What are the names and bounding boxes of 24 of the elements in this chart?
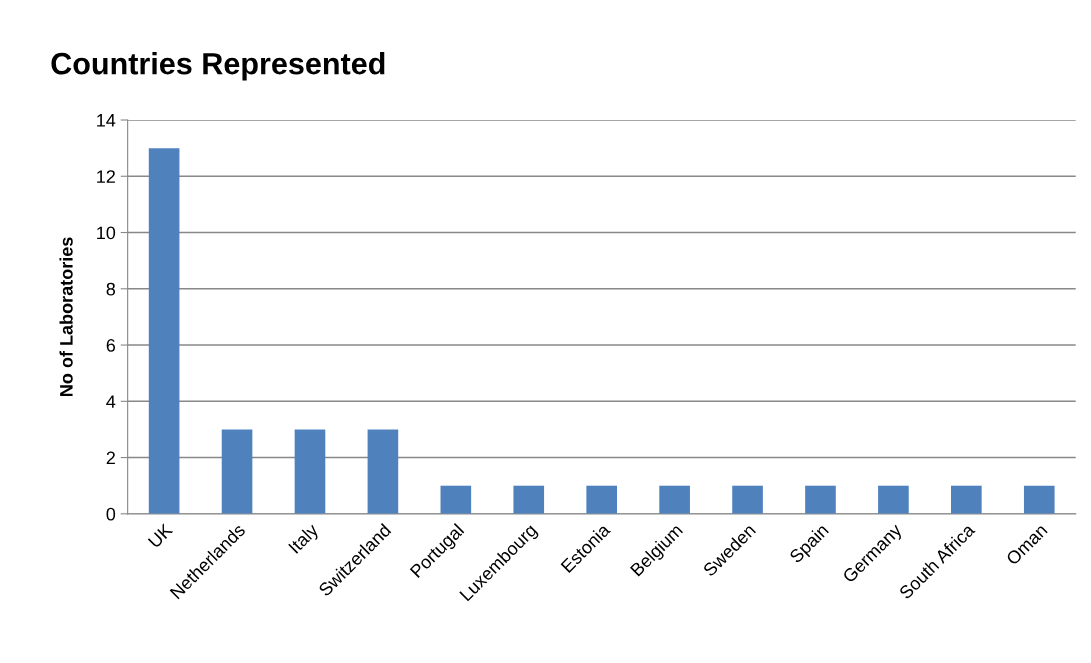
bar bbox=[294, 429, 326, 514]
bar bbox=[878, 485, 909, 514]
y-tick-label: 4 bbox=[106, 395, 116, 408]
bar bbox=[659, 485, 690, 514]
bar bbox=[148, 148, 180, 514]
bar bbox=[805, 485, 836, 514]
y-tick-label: 2 bbox=[106, 451, 115, 465]
bar bbox=[1023, 485, 1055, 514]
bar bbox=[221, 429, 253, 514]
y-tick-label: 10 bbox=[97, 226, 116, 240]
bar bbox=[367, 429, 399, 514]
bar bbox=[513, 485, 545, 514]
y-tick-label: 6 bbox=[106, 338, 116, 352]
bar bbox=[586, 485, 617, 514]
chart-title: Countries Represented bbox=[51, 52, 385, 81]
y-tick-label: 12 bbox=[97, 170, 115, 183]
x-tick-label: Italy bbox=[287, 522, 322, 557]
bar bbox=[951, 485, 982, 514]
y-tick-label: 14 bbox=[97, 114, 116, 127]
y-tick-label: 8 bbox=[106, 282, 116, 296]
bar bbox=[732, 485, 763, 514]
bar bbox=[440, 485, 472, 514]
y-axis-title: No of Laboratories bbox=[59, 237, 73, 396]
y-tick-label: 0 bbox=[106, 507, 116, 521]
